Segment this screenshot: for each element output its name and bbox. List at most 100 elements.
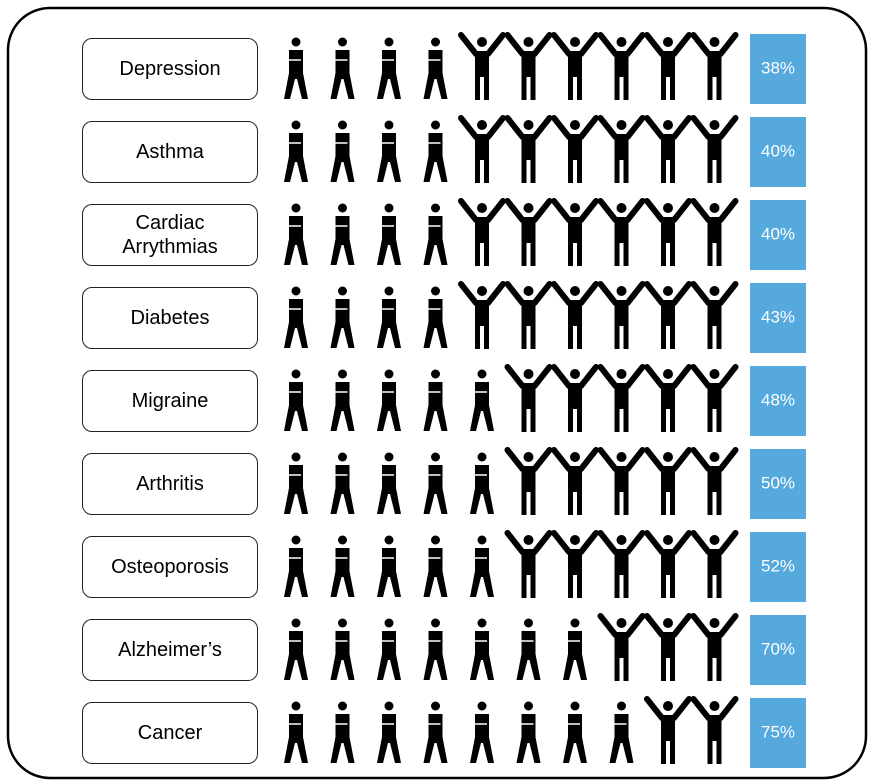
icon-body <box>614 51 629 100</box>
icon-arms <box>597 364 646 389</box>
percent-label: 40% <box>761 224 795 243</box>
icon-head <box>338 120 347 130</box>
category-label: Alzheimer’s <box>82 619 258 681</box>
cheer-person-icon <box>690 530 739 598</box>
icon-body <box>470 465 494 514</box>
icon-body <box>377 631 401 680</box>
icon-body <box>707 632 722 681</box>
icon-body <box>330 548 355 597</box>
icon-body <box>330 714 355 763</box>
icon-body <box>516 714 541 763</box>
icon-body <box>377 50 401 99</box>
cheer-person-icon <box>644 696 692 764</box>
icon-body <box>563 714 587 763</box>
icon-head <box>477 535 487 545</box>
icon-body <box>330 133 355 182</box>
icon-body <box>470 382 494 431</box>
icon-head <box>338 203 347 213</box>
icon-head <box>291 286 301 296</box>
icon-head <box>477 618 487 628</box>
icon-head <box>384 37 394 47</box>
icon-head <box>663 452 673 462</box>
icon-head <box>384 120 394 130</box>
cheer-person-icon <box>458 281 506 349</box>
icon-arms <box>690 530 739 555</box>
icon-head <box>384 701 394 711</box>
icon-body <box>568 300 582 349</box>
icon-head <box>616 369 627 379</box>
sad-person-icon <box>330 618 355 680</box>
icon-arms <box>458 281 506 306</box>
icon-head <box>570 203 580 213</box>
icon-arms <box>644 115 692 140</box>
sad-person-icon <box>563 618 587 680</box>
sad-person-icon <box>330 701 355 763</box>
cheer-person-icon <box>504 32 553 100</box>
icon-head <box>523 452 534 462</box>
sad-person-icon <box>377 369 401 431</box>
icon-body <box>614 549 629 598</box>
cheer-person-icon <box>690 281 739 349</box>
icon-arms <box>597 115 646 140</box>
icon-head <box>431 369 440 379</box>
cheer-person-icon <box>597 115 646 183</box>
cheer-person-icon <box>458 32 506 100</box>
cheer-person-icon <box>597 281 646 349</box>
sad-person-icon <box>377 535 401 597</box>
icon-arms <box>690 32 739 57</box>
icon-head <box>524 701 533 711</box>
icon-head <box>384 618 394 628</box>
sad-person-icon <box>284 701 308 763</box>
icon-head <box>709 618 720 628</box>
cheer-person-icon <box>644 613 692 681</box>
icon-head <box>663 286 673 296</box>
icon-head <box>709 37 720 47</box>
icon-body <box>707 217 722 266</box>
icon-head <box>384 369 394 379</box>
icon-body <box>423 133 448 182</box>
icon-head <box>616 535 627 545</box>
icon-arms <box>551 530 599 555</box>
icon-head <box>477 120 487 130</box>
icon-head <box>477 452 487 462</box>
sad-person-icon <box>330 286 355 348</box>
icon-arms <box>690 447 739 472</box>
icon-body <box>707 51 722 100</box>
icon-head <box>384 535 394 545</box>
sad-person-icon <box>284 120 308 182</box>
icon-body <box>377 548 401 597</box>
icon-body <box>568 134 582 183</box>
icon-arms <box>504 32 553 57</box>
icon-arms <box>504 364 553 389</box>
icon-body <box>568 466 582 515</box>
cheer-person-icon <box>551 281 599 349</box>
icon-head <box>291 203 301 213</box>
icon-body <box>470 548 494 597</box>
icon-head <box>570 120 580 130</box>
frame <box>6 6 868 780</box>
icon-row <box>284 32 739 100</box>
icon-head <box>477 37 487 47</box>
icon-body <box>284 216 308 265</box>
icon-head <box>709 452 720 462</box>
icon-head <box>663 120 673 130</box>
sad-person-icon <box>423 203 448 265</box>
icon-head <box>616 618 627 628</box>
sad-person-icon <box>563 701 587 763</box>
icon-body <box>707 134 722 183</box>
icon-row <box>284 530 739 598</box>
icon-body <box>330 216 355 265</box>
icon-arms <box>690 364 739 389</box>
sad-person-icon <box>377 203 401 265</box>
icon-head <box>709 120 720 130</box>
icon-arms <box>551 198 599 223</box>
icon-head <box>570 286 580 296</box>
icon-arms <box>504 115 553 140</box>
icon-head <box>523 369 534 379</box>
icon-body <box>609 714 634 763</box>
icon-arms <box>504 198 553 223</box>
icon-arms <box>644 364 692 389</box>
icon-head <box>477 286 487 296</box>
icon-body <box>284 548 308 597</box>
